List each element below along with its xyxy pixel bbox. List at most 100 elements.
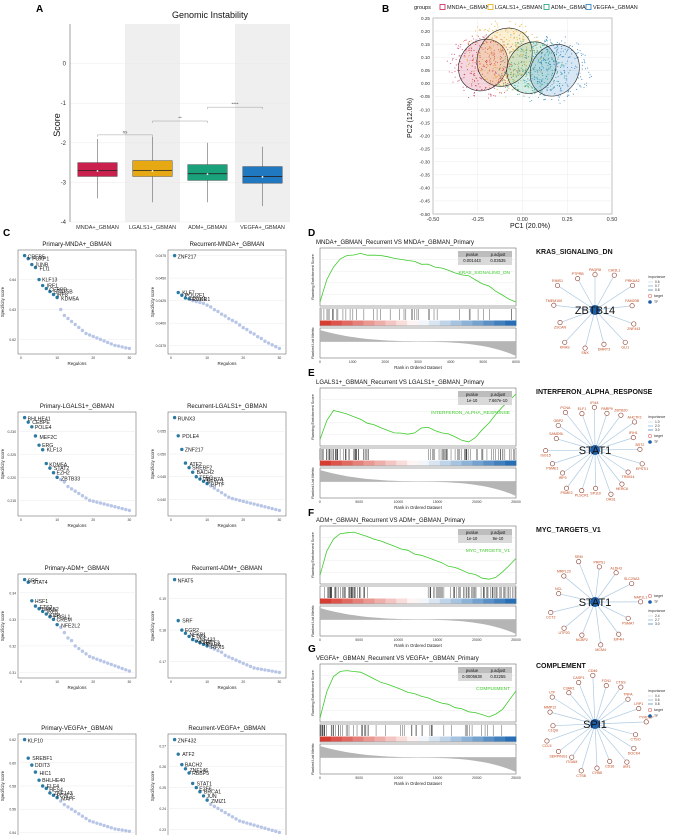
- panel-b-point: [515, 76, 518, 78]
- regulon-point: [62, 802, 67, 807]
- network-target-label: PTPRB: [572, 272, 585, 276]
- regulon-gene-label: EGR2: [185, 628, 199, 634]
- panel-b-point: [549, 60, 551, 62]
- panel-b-point: [497, 49, 499, 51]
- panel-b-point: [547, 51, 549, 53]
- network-edge: [558, 593, 596, 603]
- regulon-ytick: 0.32: [9, 644, 16, 648]
- panel-b-point: [470, 73, 472, 75]
- panel-b-point: [495, 36, 497, 38]
- panel-b-point: [485, 67, 487, 69]
- network-edge: [549, 711, 596, 725]
- regulon-gene-label: BACH2: [185, 763, 202, 769]
- panel-b-point: [519, 55, 521, 57]
- gsea-xtick: 25000: [511, 776, 521, 780]
- gsea-xtick: 0: [319, 638, 321, 642]
- network-edge: [594, 285, 633, 311]
- gsea-ylabel-top: Running Enrichment Score: [311, 670, 315, 715]
- panel-b-point: [480, 63, 482, 65]
- network-edge: [594, 421, 635, 451]
- panel-b-point: [551, 58, 553, 60]
- panel-b-point: [472, 62, 474, 64]
- gsea-plot: ADM+_GBMAN_Recurrent VS ADM+_GBMAN_Prima…: [311, 518, 521, 648]
- panel-b-point: [583, 58, 585, 60]
- regulon-xtick: 0: [170, 356, 172, 360]
- panel-b-point: [492, 70, 494, 72]
- panel-b-point: [515, 30, 517, 32]
- panel-b-point: [474, 81, 476, 83]
- regulon-ytick: 0.24: [159, 807, 166, 811]
- panel-b-ellipse: [506, 41, 557, 94]
- network-edge: [581, 413, 596, 451]
- panel-b-point: [541, 92, 543, 94]
- network-legend-importance: importance: [648, 689, 665, 693]
- panel-b-point: [455, 64, 457, 66]
- gsea-xlabel: Rank in Ordered Dataset: [394, 365, 442, 370]
- panel-b-point: [556, 73, 558, 75]
- regulon-point: [33, 434, 38, 438]
- panel-b-point: [488, 84, 490, 86]
- regulon-plot-frame: [17, 733, 137, 835]
- gsea-rank-color: [461, 460, 473, 466]
- regulon-point: [190, 470, 195, 474]
- panel-b-point: [522, 38, 524, 40]
- gsea-rank-color: [341, 736, 353, 742]
- panel-b-point: [491, 23, 493, 25]
- regulon-gene-label: SRF: [182, 619, 192, 625]
- regulon-point: [266, 505, 271, 510]
- network-target-node: [637, 446, 643, 452]
- panel-b-point: [530, 86, 532, 88]
- network-edge: [594, 721, 647, 725]
- panel-b-point: [524, 31, 526, 34]
- panel-b-point: [504, 80, 506, 82]
- panel-b-point: [499, 67, 501, 69]
- panel-b-xtick: 0.25: [562, 217, 573, 223]
- panel-b-point: [503, 68, 505, 70]
- network-edge: [578, 682, 596, 725]
- gsea-es-curve: [319, 670, 517, 719]
- regulon-point: [30, 262, 34, 267]
- panel-b-point: [470, 50, 472, 52]
- gsea-rank-color: [505, 460, 517, 466]
- regulon-point: [277, 830, 282, 835]
- network-target-label: PRKAA2: [625, 279, 639, 283]
- panel-b-point: [496, 22, 498, 24]
- regulon-point: [245, 663, 249, 667]
- panel-b-point: [550, 42, 552, 44]
- panel-b-point: [531, 87, 533, 89]
- panel-b-point: [518, 34, 520, 36]
- network-edge: [580, 723, 596, 771]
- gsea-rank-color: [320, 320, 332, 326]
- network-edge: [594, 686, 622, 725]
- regulon-gene-label: NFE2L2: [61, 624, 80, 630]
- panel-b-point: [566, 49, 568, 51]
- network-target-node: [616, 631, 622, 637]
- regulon-point: [113, 827, 117, 831]
- panel-b-point: [576, 66, 578, 68]
- network-edge: [594, 583, 632, 603]
- panel-b-point: [515, 23, 517, 25]
- panel-b-point: [485, 40, 487, 42]
- network-edge: [546, 723, 596, 742]
- panel-b-point: [468, 40, 470, 43]
- panel-b-point: [474, 74, 476, 77]
- panel-b-point: [474, 43, 477, 46]
- panel-b-point: [482, 65, 484, 67]
- regulon-point: [270, 669, 274, 673]
- regulon-xlabel: Regulons: [217, 523, 237, 528]
- network-edge: [584, 309, 596, 349]
- regulon-point: [66, 484, 70, 489]
- network-legend-importance-value: 2.4: [655, 614, 660, 618]
- gsea-rank-color: [439, 598, 451, 604]
- panel-b-point: [514, 63, 516, 66]
- regulon-ytick: 0.58: [9, 785, 16, 789]
- panel-b-point: [509, 68, 512, 70]
- panel-b-point: [503, 82, 505, 84]
- panel-b-point: [546, 36, 548, 38]
- panel-b-point: [521, 64, 523, 67]
- network-target-node: [576, 559, 582, 565]
- panel-b-point: [486, 61, 488, 63]
- regulon-point: [95, 657, 99, 661]
- panel-b-point: [579, 85, 581, 87]
- network-target-node: [636, 706, 642, 712]
